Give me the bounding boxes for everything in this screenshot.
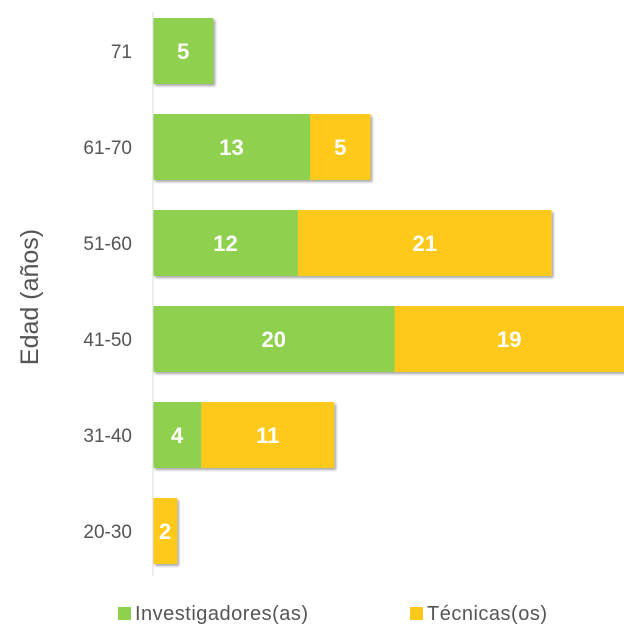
legend-swatch-tecnicas (410, 607, 423, 620)
y-tick-label: 31-40 (83, 426, 132, 447)
bar-tecnicas (153, 498, 178, 564)
data-label: 21 (412, 231, 436, 256)
y-tick-label: 51-60 (83, 234, 132, 255)
data-label: 4 (171, 423, 184, 448)
data-label: 5 (177, 39, 189, 64)
data-label: 5 (334, 135, 346, 160)
bar-tecnicas (394, 306, 624, 372)
bar-investigadores (153, 18, 214, 84)
data-label: 2 (159, 519, 171, 544)
data-label: 20 (262, 327, 286, 352)
bar-tecnicas (297, 210, 552, 276)
y-tick-label: 71 (111, 42, 132, 63)
legend-swatch-investigadores (118, 607, 131, 620)
bar-tecnicas (310, 114, 371, 180)
y-tick-label: 20-30 (83, 522, 132, 543)
bar-investigadores (153, 210, 298, 276)
data-label: 12 (213, 231, 237, 256)
y-tick-label: 41-50 (83, 330, 132, 351)
data-label: 13 (219, 135, 243, 160)
y-axis-title: Edad (años) (16, 229, 44, 365)
y-tick-label: 61-70 (83, 138, 132, 159)
legend-label-investigadores: Investigadores(as) (135, 603, 309, 625)
data-label: 19 (497, 327, 521, 352)
bar-investigadores (153, 306, 395, 372)
bar-tecnicas (201, 402, 335, 468)
data-label: 11 (256, 423, 279, 448)
legend-label-tecnicas: Técnicas(os) (427, 603, 547, 625)
bar-investigadores (153, 114, 310, 180)
bar-investigadores (153, 402, 202, 468)
